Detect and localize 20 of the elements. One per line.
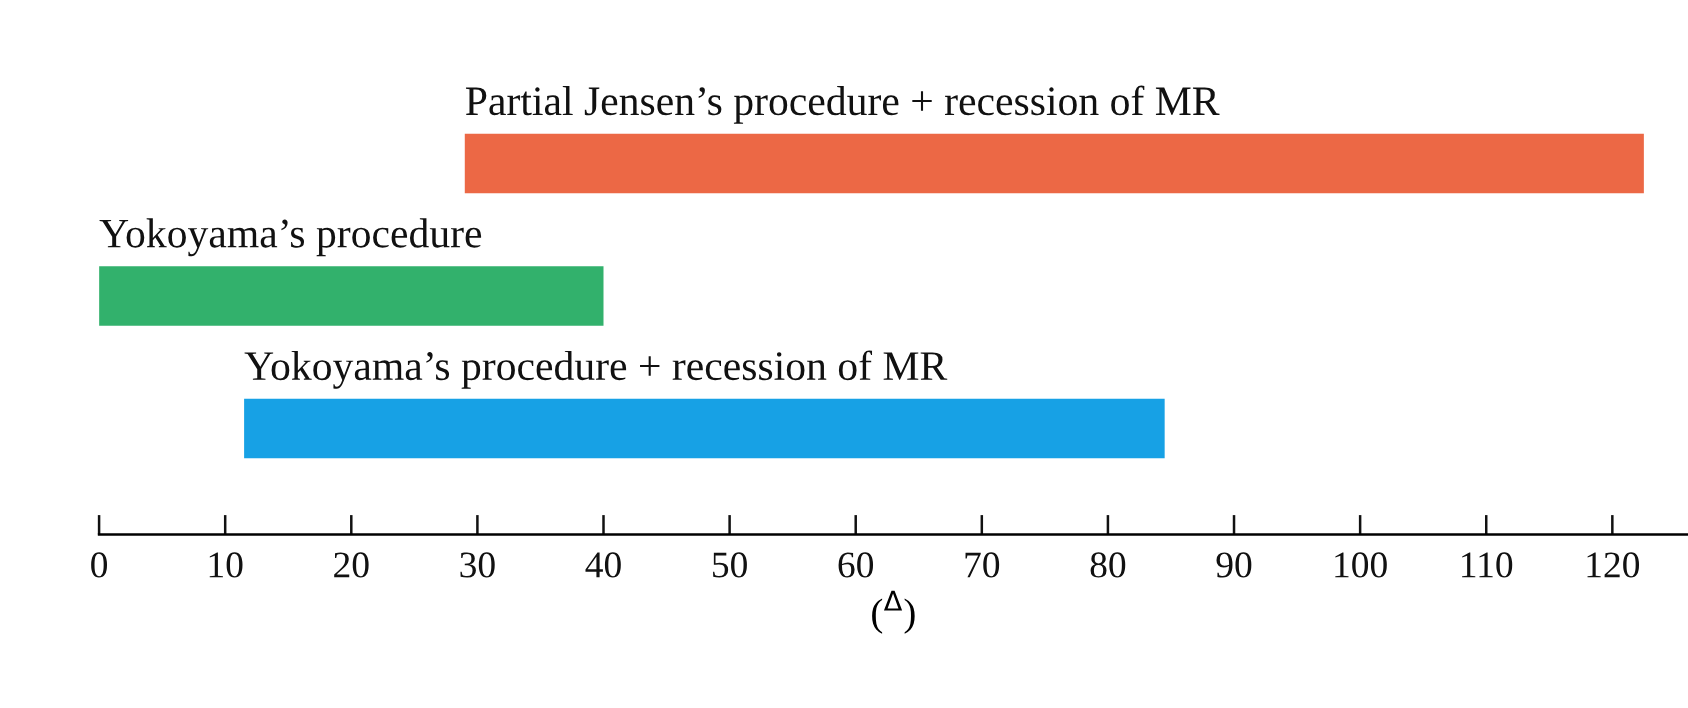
x-tick-label: 30 xyxy=(460,552,495,578)
y-tick-label: Partial Jensen’s procedure + recession of MR xyxy=(465,85,1220,124)
x-tick-label: 0 xyxy=(91,552,108,578)
x-tick-label: 20 xyxy=(334,552,369,578)
x-tick-label: 70 xyxy=(965,552,1000,578)
x-tick-label: 110 xyxy=(1462,552,1513,578)
x-tick-label: 60 xyxy=(838,552,874,578)
y-tick-label: Yokoyama’s procedure + recession of MR xyxy=(244,350,948,389)
x-tick-label: 50 xyxy=(713,552,747,578)
x-tick-label: 120 xyxy=(1587,552,1640,578)
bar xyxy=(99,266,604,326)
y-tick-label: Yokoyama’s procedure xyxy=(99,218,482,257)
x-tick-label: 90 xyxy=(1216,552,1252,578)
x-tick-label: 10 xyxy=(209,552,243,578)
bar xyxy=(464,133,1644,194)
x-tick-label: 100 xyxy=(1335,552,1387,578)
x-axis-title: ($^{Δ}$) xyxy=(872,590,915,634)
x-tick-label: 40 xyxy=(585,552,621,578)
x-tick-label: 80 xyxy=(1090,552,1126,578)
bar xyxy=(244,398,1165,459)
